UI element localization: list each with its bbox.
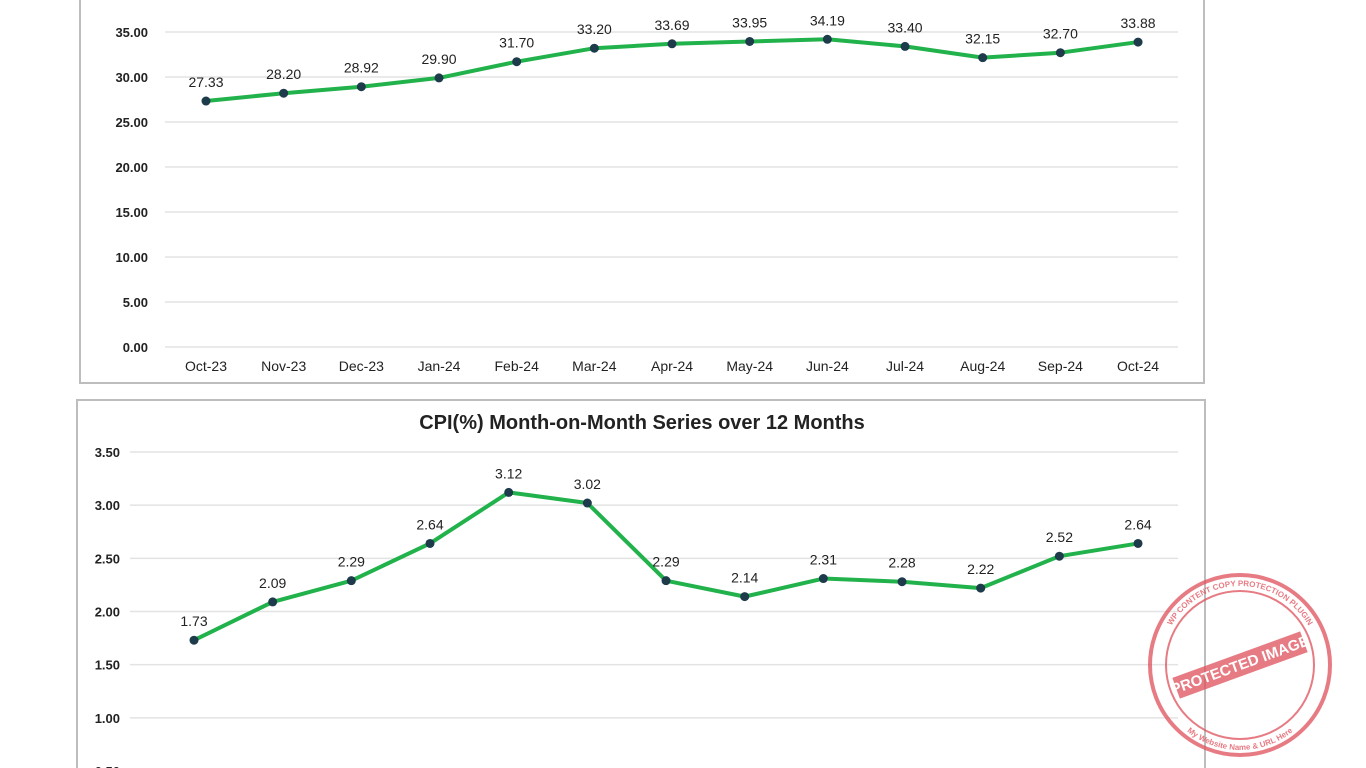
- x-tick-label: Dec-23: [339, 358, 384, 374]
- y-tick-label: 20.00: [115, 160, 148, 175]
- data-label: 34.19: [810, 12, 845, 28]
- data-label: 28.92: [344, 60, 379, 76]
- x-tick-label: Aug-24: [960, 358, 1005, 374]
- data-point: [822, 34, 832, 44]
- x-tick-label: Apr-24: [651, 358, 693, 374]
- data-label: 33.40: [888, 19, 923, 35]
- data-point: [667, 39, 677, 49]
- data-label: 2.52: [1046, 529, 1073, 545]
- x-tick-label: Oct-23: [185, 358, 227, 374]
- y-tick-label: 35.00: [115, 25, 148, 40]
- data-point: [1054, 551, 1064, 561]
- y-tick-label: 3.50: [95, 445, 120, 460]
- y-tick-label: 3.00: [95, 498, 120, 513]
- x-tick-label: Nov-23: [261, 358, 306, 374]
- data-point: [356, 82, 366, 92]
- bottom-chart-frame: [76, 399, 1206, 768]
- data-point: [268, 597, 278, 607]
- y-tick-label: 2.50: [95, 551, 120, 566]
- y-tick-label: 0.00: [123, 340, 148, 355]
- data-label: 27.33: [188, 74, 223, 90]
- y-tick-label: 1.00: [95, 711, 120, 726]
- data-label: 32.70: [1043, 26, 1078, 42]
- data-label: 28.20: [266, 66, 301, 82]
- data-point: [346, 576, 356, 586]
- data-point: [279, 88, 289, 98]
- x-tick-label: Feb-24: [495, 358, 540, 374]
- x-tick-label: Mar-24: [572, 358, 617, 374]
- data-label: 3.12: [495, 465, 522, 481]
- y-tick-label: 1.50: [95, 658, 120, 673]
- data-point: [1055, 48, 1065, 58]
- data-label: 32.15: [965, 31, 1000, 47]
- x-tick-label: Oct-24: [1117, 358, 1159, 374]
- y-tick-label: 30.00: [115, 70, 148, 85]
- data-point: [425, 538, 435, 548]
- y-tick-label: 10.00: [115, 250, 148, 265]
- data-point: [589, 43, 599, 53]
- data-label: 2.14: [731, 570, 758, 586]
- data-label: 2.64: [416, 516, 443, 532]
- data-label: 33.20: [577, 21, 612, 37]
- data-label: 2.31: [810, 552, 837, 568]
- data-label: 2.29: [652, 554, 679, 570]
- data-point: [1133, 538, 1143, 548]
- data-point: [504, 487, 514, 497]
- x-tick-label: May-24: [726, 358, 773, 374]
- bottom-chart-title: CPI(%) Month-on-Month Series over 12 Mon…: [419, 412, 865, 434]
- stamp-inner-ring: [1165, 590, 1315, 740]
- data-label: 33.88: [1121, 15, 1156, 31]
- x-tick-label: Jul-24: [886, 358, 924, 374]
- data-point: [897, 577, 907, 587]
- data-label: 33.95: [732, 14, 767, 30]
- x-tick-label: Jun-24: [806, 358, 849, 374]
- data-point: [189, 635, 199, 645]
- data-label: 2.09: [259, 575, 286, 591]
- data-point: [434, 73, 444, 83]
- x-tick-label: Sep-24: [1038, 358, 1083, 374]
- data-point: [745, 36, 755, 46]
- y-tick-label: 5.00: [123, 295, 148, 310]
- data-label: 2.28: [888, 555, 915, 571]
- data-label: 2.22: [967, 561, 994, 577]
- data-point: [661, 576, 671, 586]
- data-point: [201, 96, 211, 106]
- data-point: [978, 53, 988, 63]
- data-point: [740, 592, 750, 602]
- data-label: 2.29: [338, 554, 365, 570]
- stamp-banner: [1172, 631, 1308, 699]
- data-label: 1.73: [180, 613, 207, 629]
- stamp-outer-ring: [1148, 573, 1332, 757]
- x-tick-label: Jan-24: [418, 358, 461, 374]
- data-point: [818, 574, 828, 584]
- data-point: [582, 498, 592, 508]
- data-label: 33.69: [654, 17, 689, 33]
- data-point: [976, 583, 986, 593]
- y-tick-label: 2.00: [95, 605, 120, 620]
- data-point: [900, 41, 910, 51]
- data-label: 2.64: [1124, 516, 1151, 532]
- y-tick-label: 25.00: [115, 115, 148, 130]
- top-chart-frame: [79, 0, 1205, 384]
- y-tick-label: 0.50: [95, 764, 120, 768]
- data-label: 31.70: [499, 35, 534, 51]
- data-label: 3.02: [574, 476, 601, 492]
- data-point: [1133, 37, 1143, 47]
- data-label: 29.90: [421, 51, 456, 67]
- y-tick-label: 15.00: [115, 205, 148, 220]
- data-point: [512, 57, 522, 67]
